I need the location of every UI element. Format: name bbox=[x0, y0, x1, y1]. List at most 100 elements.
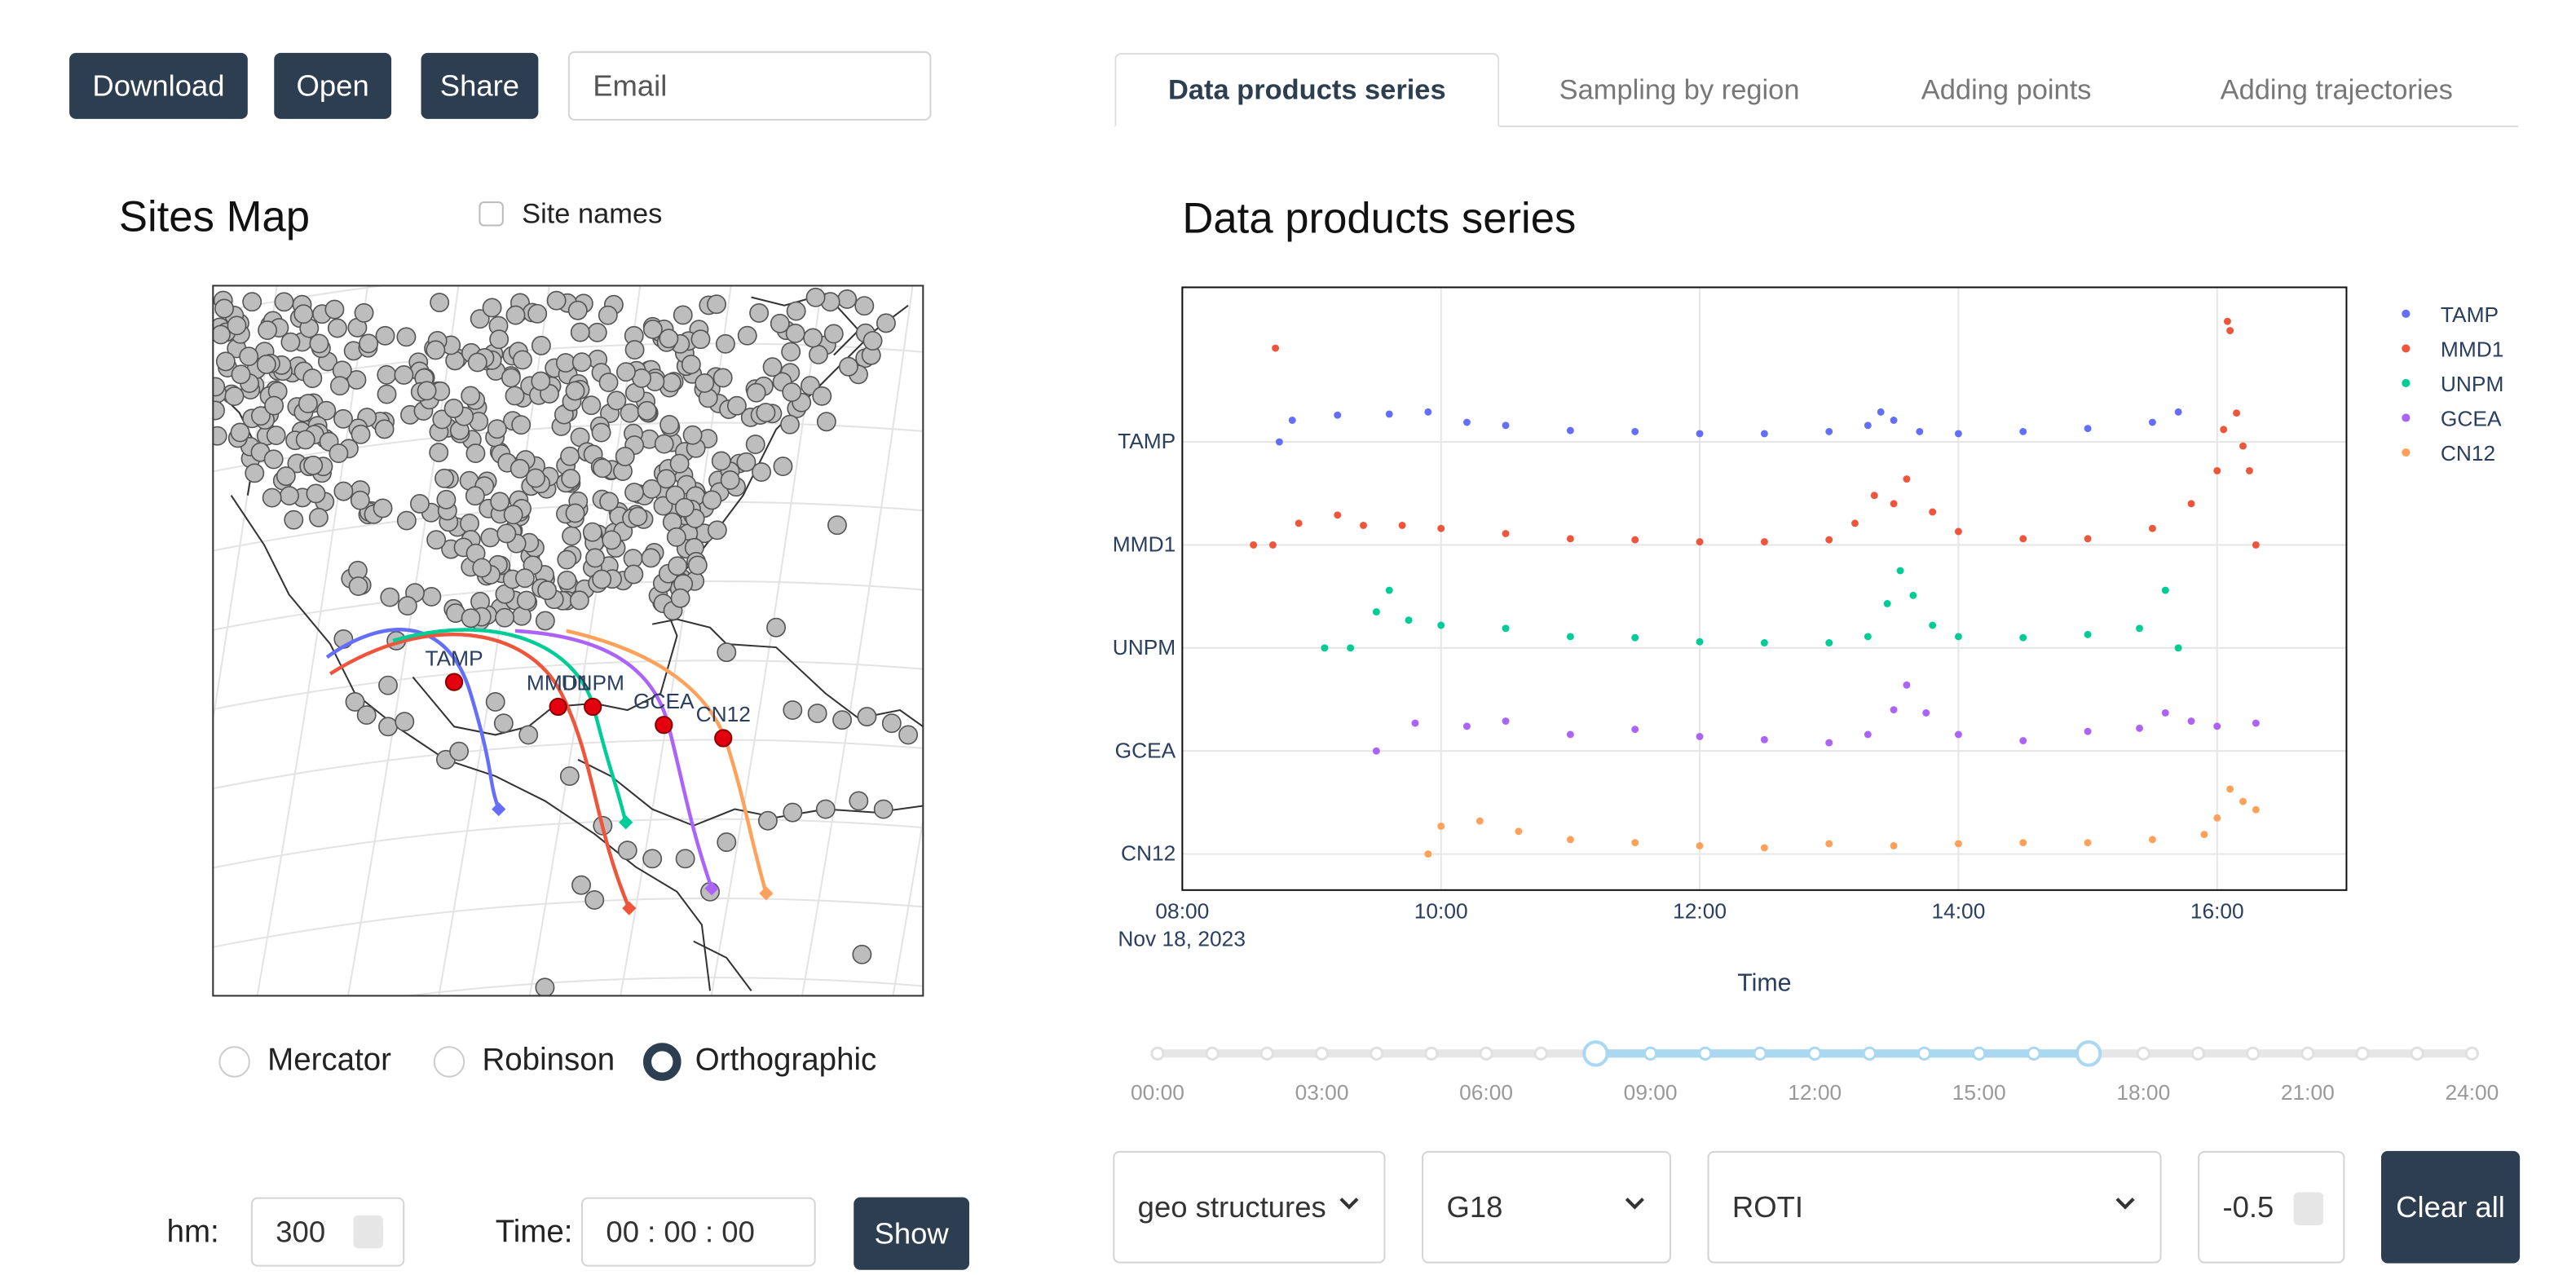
station bbox=[654, 434, 674, 454]
station bbox=[348, 576, 368, 597]
tab[interactable]: Sampling by region bbox=[1559, 73, 1800, 105]
point bbox=[2019, 633, 2027, 642]
slider-dot bbox=[1533, 1046, 1548, 1061]
email-input[interactable]: Email bbox=[567, 51, 932, 121]
legend-label: TAMP bbox=[2441, 302, 2499, 327]
download-button[interactable]: Download bbox=[69, 52, 248, 119]
station bbox=[496, 523, 517, 544]
point bbox=[1890, 706, 1898, 714]
share-button[interactable]: Share bbox=[421, 52, 539, 119]
number-input[interactable]: -0.5 bbox=[2198, 1150, 2345, 1264]
station bbox=[378, 717, 398, 737]
point bbox=[1825, 427, 1833, 435]
point bbox=[1890, 842, 1898, 849]
station bbox=[465, 486, 485, 506]
point bbox=[1870, 492, 1878, 500]
slider-dot bbox=[1424, 1046, 1439, 1061]
station bbox=[560, 446, 580, 466]
radio[interactable] bbox=[218, 1046, 250, 1078]
point bbox=[2200, 831, 2208, 839]
slider-label: 21:00 bbox=[2281, 1080, 2335, 1105]
station bbox=[329, 376, 350, 396]
spinner[interactable] bbox=[353, 1215, 383, 1249]
station bbox=[823, 324, 844, 344]
station bbox=[485, 691, 505, 712]
radio-label[interactable]: Robinson bbox=[482, 1043, 615, 1079]
legend-label: UNPM bbox=[2441, 372, 2504, 396]
station bbox=[585, 548, 605, 568]
station bbox=[213, 400, 225, 421]
tab[interactable]: Adding points bbox=[1921, 73, 2092, 105]
point bbox=[1916, 427, 1924, 435]
station bbox=[309, 333, 329, 354]
station bbox=[503, 505, 523, 525]
station bbox=[690, 329, 711, 350]
point bbox=[1825, 536, 1833, 544]
spinner[interactable] bbox=[2293, 1192, 2324, 1226]
point bbox=[1760, 430, 1768, 438]
station bbox=[881, 713, 902, 734]
station bbox=[460, 514, 479, 534]
station bbox=[526, 468, 545, 488]
open-button[interactable]: Open bbox=[274, 52, 392, 119]
station bbox=[898, 725, 919, 745]
point bbox=[1566, 730, 1574, 739]
point bbox=[2187, 717, 2195, 726]
station bbox=[429, 443, 449, 463]
point bbox=[1883, 600, 1891, 607]
select[interactable]: G18 bbox=[1422, 1150, 1671, 1264]
station bbox=[598, 373, 619, 393]
station bbox=[616, 362, 636, 382]
station bbox=[807, 704, 827, 724]
station bbox=[546, 290, 567, 311]
station bbox=[717, 832, 737, 853]
clear-button[interactable]: Clear all bbox=[2380, 1150, 2521, 1264]
slider-dot bbox=[1479, 1046, 1493, 1061]
select[interactable]: geo structures bbox=[1113, 1150, 1386, 1264]
point bbox=[1372, 608, 1380, 616]
radio[interactable] bbox=[642, 1043, 681, 1081]
station bbox=[773, 457, 793, 477]
station bbox=[449, 741, 470, 761]
slider-handle[interactable] bbox=[2075, 1040, 2102, 1067]
point bbox=[1929, 508, 1937, 516]
radio-label[interactable]: Orthographic bbox=[695, 1043, 877, 1079]
station bbox=[670, 588, 690, 608]
station bbox=[762, 357, 783, 377]
point bbox=[1515, 827, 1523, 836]
station bbox=[509, 458, 530, 479]
x-tick-label: 12:00 bbox=[1673, 898, 1727, 923]
select[interactable]: ROTI bbox=[1707, 1150, 2162, 1264]
checkbox-label[interactable]: Site names bbox=[522, 198, 663, 230]
tab[interactable]: Data products series bbox=[1114, 52, 1500, 127]
station bbox=[561, 469, 581, 489]
coastline bbox=[577, 758, 924, 827]
tab[interactable]: Adding trajectories bbox=[2220, 73, 2453, 105]
point bbox=[1954, 633, 1962, 641]
show-button[interactable]: Show bbox=[854, 1197, 970, 1270]
station bbox=[274, 292, 294, 312]
point bbox=[1475, 817, 1484, 825]
point bbox=[1360, 521, 1367, 529]
radio[interactable] bbox=[433, 1046, 465, 1078]
station bbox=[749, 303, 770, 323]
station bbox=[559, 766, 580, 787]
checkbox[interactable] bbox=[479, 201, 504, 227]
station bbox=[570, 322, 590, 342]
point bbox=[1631, 427, 1639, 435]
station bbox=[397, 596, 417, 616]
slider-handle[interactable] bbox=[1582, 1040, 1609, 1067]
hm-input[interactable]: 300 bbox=[250, 1197, 405, 1267]
slider-dot bbox=[2246, 1046, 2261, 1061]
station bbox=[356, 705, 377, 726]
station bbox=[527, 303, 548, 324]
site-label: MMD1 bbox=[527, 671, 590, 695]
time-input[interactable]: 00 : 00 : 00 bbox=[581, 1197, 816, 1267]
graticule bbox=[401, 977, 924, 996]
y-tick-label: CN12 bbox=[1121, 841, 1176, 866]
graticule bbox=[73, 269, 188, 1012]
station bbox=[780, 414, 800, 435]
station bbox=[434, 468, 455, 488]
radio-label[interactable]: Mercator bbox=[267, 1043, 392, 1079]
